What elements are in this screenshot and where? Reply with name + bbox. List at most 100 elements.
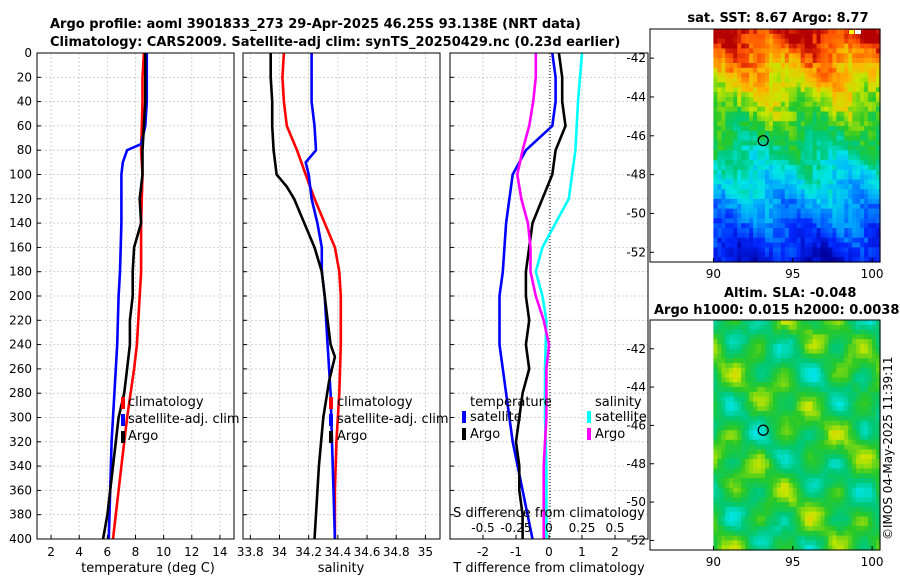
map-cell — [876, 111, 881, 117]
map-cell — [808, 116, 814, 122]
map-cell — [836, 135, 841, 142]
map-cell — [737, 391, 742, 398]
map-cell — [832, 135, 837, 142]
map-cell — [848, 203, 853, 210]
map-cell — [856, 482, 861, 489]
map-cell — [749, 242, 754, 249]
map-cell — [824, 324, 830, 331]
map-cell — [737, 126, 742, 132]
map-cell — [796, 511, 802, 518]
map-cell — [800, 444, 806, 450]
map-cell — [800, 430, 806, 436]
map-cell — [820, 406, 826, 412]
map-cell — [876, 106, 881, 113]
map-cell — [717, 135, 722, 142]
map-cell — [860, 363, 865, 369]
map-cell — [876, 179, 881, 185]
map-cell — [761, 106, 766, 113]
map-cell — [725, 116, 730, 122]
map-cell — [856, 150, 861, 156]
map-cell — [840, 425, 845, 431]
map-cell — [725, 33, 730, 40]
map-cell — [780, 463, 786, 470]
map-cell — [776, 324, 782, 331]
map-cell — [792, 213, 798, 219]
map-cell — [836, 482, 841, 489]
map-cell — [876, 184, 881, 190]
map-cell — [828, 468, 833, 474]
map-cell — [824, 169, 830, 176]
map-cell — [804, 63, 810, 69]
map-cell — [820, 82, 826, 88]
map-cell — [832, 497, 837, 503]
map-cell — [765, 247, 770, 253]
map-cell — [800, 194, 806, 200]
salinity-xlabel: salinity — [318, 561, 365, 576]
map-cell — [745, 189, 750, 195]
map-cell — [872, 502, 877, 508]
map-cell — [804, 516, 810, 522]
map-cell — [713, 339, 718, 345]
map-cell — [721, 29, 726, 35]
map-cell — [872, 164, 877, 171]
map-cell — [765, 155, 770, 161]
map-cell — [784, 232, 790, 239]
map-cell — [852, 228, 857, 234]
map-cell — [852, 33, 857, 40]
map-cell — [765, 482, 770, 489]
map-cell — [729, 160, 734, 166]
map-cell — [780, 184, 786, 190]
map-cell — [852, 111, 857, 117]
map-cell — [800, 545, 806, 551]
map-cell — [761, 43, 766, 50]
map-cell — [844, 111, 849, 117]
map-cell — [776, 194, 782, 200]
map-cell — [812, 135, 818, 142]
map-cell — [733, 135, 738, 142]
map-cell — [824, 58, 830, 64]
map-cell — [808, 363, 814, 369]
map-cell — [721, 487, 726, 494]
map-cell — [804, 506, 810, 513]
map-cell — [800, 77, 806, 83]
map-cell — [824, 242, 830, 249]
map-cell — [792, 521, 798, 527]
map-cell — [852, 473, 857, 479]
map-cell — [784, 242, 790, 249]
map-cell — [721, 203, 726, 210]
map-cell — [796, 463, 802, 470]
map-cell — [832, 324, 837, 331]
map-cell — [741, 382, 746, 388]
map-cell — [780, 242, 786, 249]
map-cell — [765, 511, 770, 518]
map-cell — [836, 487, 841, 494]
map-cell — [824, 63, 830, 69]
map-cell — [769, 329, 774, 335]
map-cell — [824, 194, 830, 200]
map-cell — [765, 367, 770, 374]
map-cell — [757, 67, 762, 74]
map-cell — [761, 339, 766, 345]
map-cell — [832, 63, 837, 69]
map-cell — [761, 116, 766, 122]
map-cell — [812, 439, 818, 446]
map-cell — [733, 497, 738, 503]
map-cell — [816, 232, 822, 239]
map-cell — [804, 372, 810, 379]
map-cell — [713, 48, 718, 54]
map-cell — [860, 87, 865, 93]
map-cell — [800, 425, 806, 431]
map-cell — [757, 223, 762, 229]
map-cell — [713, 377, 718, 383]
map-cell — [717, 526, 722, 532]
map-cell — [828, 530, 833, 537]
map-cell — [800, 516, 806, 522]
map-cell — [772, 506, 778, 513]
map-cell — [848, 106, 853, 113]
map-cell — [717, 344, 722, 350]
map-cell — [836, 468, 841, 474]
map-cell — [840, 506, 845, 513]
map-cell — [788, 82, 794, 88]
map-cell — [741, 353, 746, 359]
map-cell — [737, 150, 742, 156]
